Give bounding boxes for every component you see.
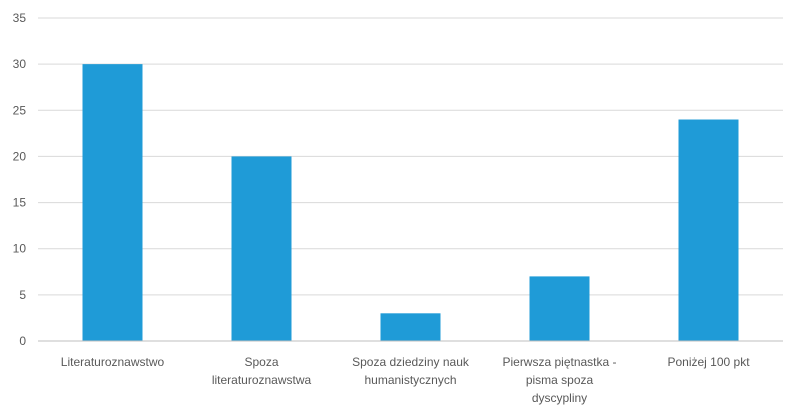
bar: [231, 156, 292, 341]
x-category-label-line: Spoza dziedziny nauk: [352, 355, 470, 369]
y-tick-label: 25: [13, 103, 27, 117]
x-category-label-line: dyscypliny: [532, 391, 587, 405]
bar: [529, 276, 590, 341]
y-tick-label: 10: [13, 242, 27, 256]
y-tick-label: 20: [13, 149, 27, 163]
gridlines: [38, 17, 783, 296]
x-axis-category-labels: Literaturoznawstwo Spoza literaturoznawstw…: [61, 355, 750, 405]
bar: [82, 64, 143, 342]
y-tick-label: 35: [13, 11, 27, 25]
y-axis-tick-labels: 0 5 10 15 20 25 30 35: [13, 11, 27, 348]
y-tick-label: 30: [13, 57, 27, 71]
y-tick-label: 5: [19, 288, 26, 302]
x-category-label: Spoza dziedziny nauk humanistycznych: [352, 355, 470, 387]
x-category-label-line: literaturoznawstwa: [212, 373, 312, 387]
bars: [82, 64, 739, 342]
bar: [678, 119, 739, 341]
bar: [380, 313, 441, 341]
x-category-label-line: pisma spoza: [526, 373, 594, 387]
x-category-label: Spoza literaturoznawstwa: [212, 355, 312, 387]
x-category-label: Pierwsza piętnastka - pisma spoza dyscypli…: [502, 355, 616, 405]
y-tick-label: 0: [19, 334, 26, 348]
x-category-label-line: Pierwsza piętnastka -: [502, 355, 616, 369]
y-tick-label: 15: [13, 196, 27, 210]
x-category-label-line: Poniżej 100 pkt: [667, 355, 750, 369]
x-category-label: Poniżej 100 pkt: [667, 355, 750, 369]
x-category-label-line: Spoza: [244, 355, 278, 369]
x-category-label-line: Literaturoznawstwo: [61, 355, 165, 369]
x-category-label: Literaturoznawstwo: [61, 355, 165, 369]
x-category-label-line: humanistycznych: [364, 373, 456, 387]
